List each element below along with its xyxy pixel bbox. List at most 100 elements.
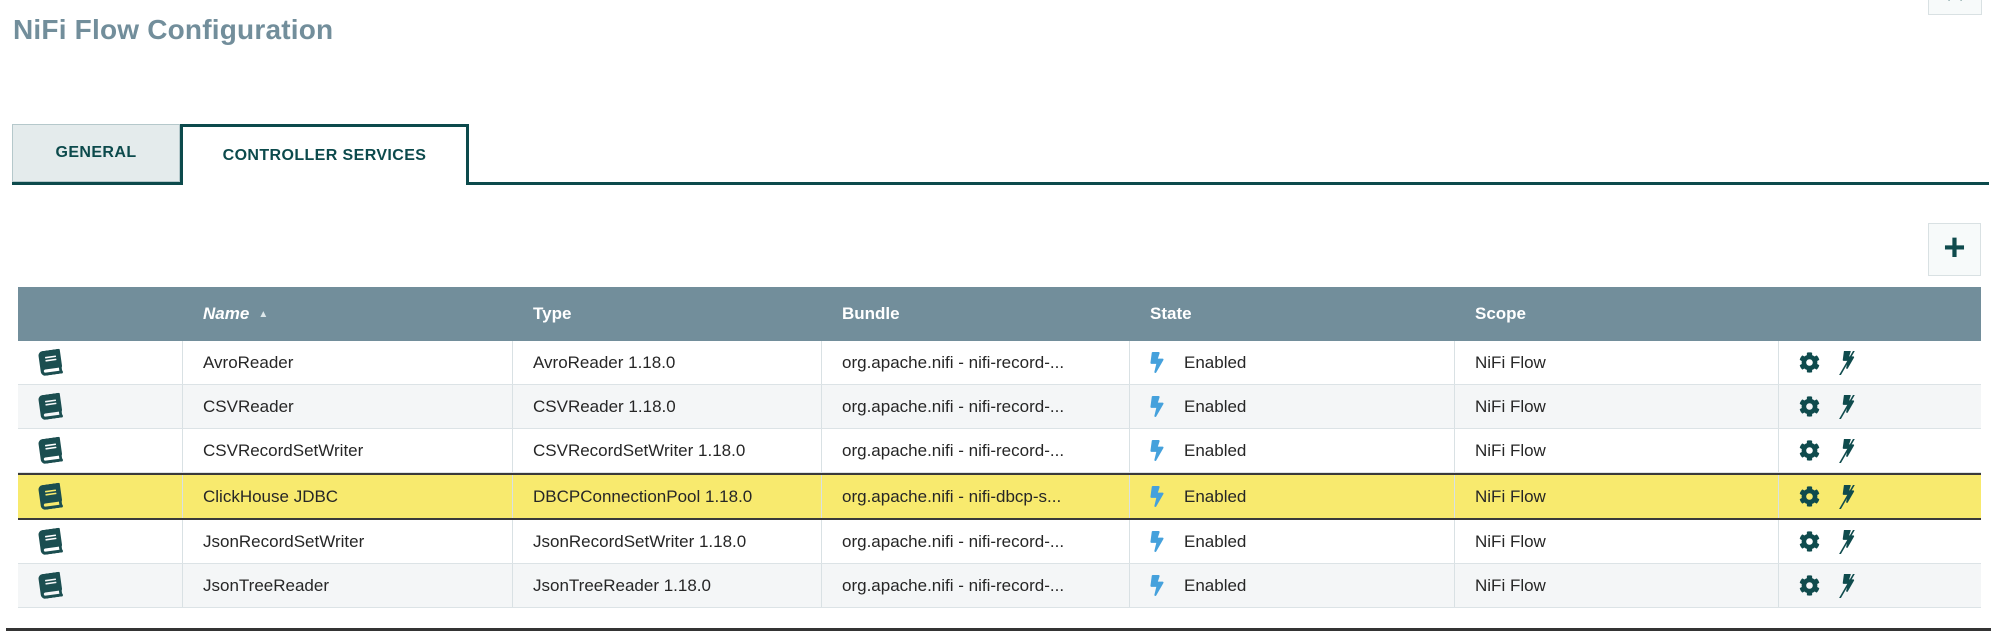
disable-lightning-icon [1835, 395, 1859, 419]
state-label: Enabled [1184, 486, 1247, 506]
table-row-selected[interactable]: ClickHouse JDBC DBCPConnectionPool 1.18.… [18, 473, 1981, 520]
cell-icon [18, 564, 183, 607]
configure-button[interactable] [1799, 531, 1820, 552]
cell-name: CSVRecordSetWriter [183, 429, 513, 472]
cell-type: CSVReader 1.18.0 [513, 385, 822, 428]
disable-lightning-icon [1835, 530, 1859, 554]
table-row[interactable]: JsonTreeReader JsonTreeReader 1.18.0 org… [18, 564, 1981, 608]
table-row[interactable]: JsonRecordSetWriter JsonRecordSetWriter … [18, 520, 1981, 564]
dialog-bottom-border [6, 628, 1991, 631]
gear-icon [1799, 575, 1820, 596]
close-button[interactable]: ✕ [1928, 0, 1982, 15]
disable-button[interactable] [1820, 574, 1859, 598]
cell-scope: NiFi Flow [1455, 385, 1779, 428]
disable-lightning-icon [1835, 485, 1859, 509]
book-icon [36, 348, 64, 376]
cell-name: CSVReader [183, 385, 513, 428]
cell-actions [1779, 385, 1981, 428]
cell-type: CSVRecordSetWriter 1.18.0 [513, 429, 822, 472]
cell-actions [1779, 520, 1981, 563]
configure-button[interactable] [1799, 440, 1820, 461]
tab-general[interactable]: GENERAL [12, 124, 180, 182]
cell-bundle: org.apache.nifi - nifi-record-... [822, 341, 1130, 384]
column-header-state[interactable]: State [1150, 304, 1192, 323]
cell-bundle: org.apache.nifi - nifi-record-... [822, 385, 1130, 428]
table-row[interactable]: CSVRecordSetWriter CSVRecordSetWriter 1.… [18, 429, 1981, 473]
column-header-name[interactable]: Name ▲ [183, 304, 513, 324]
configure-button[interactable] [1799, 575, 1820, 596]
column-header-type[interactable]: Type [533, 304, 572, 323]
cell-state: Enabled [1130, 520, 1455, 563]
cell-state: Enabled [1130, 385, 1455, 428]
state-enabled-bolt-icon [1150, 440, 1164, 461]
cell-state: Enabled [1130, 475, 1455, 518]
disable-lightning-icon [1835, 574, 1859, 598]
cell-actions [1779, 564, 1981, 607]
cell-actions [1779, 475, 1981, 518]
cell-actions [1779, 341, 1981, 384]
cell-state: Enabled [1130, 341, 1455, 384]
tab-controller-services-label: CONTROLLER SERVICES [222, 147, 427, 164]
table-row[interactable]: CSVReader CSVReader 1.18.0 org.apache.ni… [18, 385, 1981, 429]
state-enabled-bolt-icon [1150, 486, 1164, 507]
tab-controller-services[interactable]: CONTROLLER SERVICES [180, 124, 469, 185]
state-enabled-bolt-icon [1150, 531, 1164, 552]
configure-button[interactable] [1799, 396, 1820, 417]
disable-lightning-icon [1835, 439, 1859, 463]
book-icon [36, 571, 64, 599]
cell-icon [18, 475, 183, 518]
state-label: Enabled [1184, 575, 1247, 595]
cell-actions [1779, 429, 1981, 472]
cell-bundle: org.apache.nifi - nifi-record-... [822, 520, 1130, 563]
disable-button[interactable] [1820, 395, 1859, 419]
disable-button[interactable] [1820, 439, 1859, 463]
cell-scope: NiFi Flow [1455, 475, 1779, 518]
cell-scope: NiFi Flow [1455, 564, 1779, 607]
gear-icon [1799, 486, 1820, 507]
cell-scope: NiFi Flow [1455, 520, 1779, 563]
cell-icon [18, 429, 183, 472]
cell-bundle: org.apache.nifi - nifi-record-... [822, 429, 1130, 472]
disable-button[interactable] [1820, 351, 1859, 375]
gear-icon [1799, 352, 1820, 373]
cell-type: JsonRecordSetWriter 1.18.0 [513, 520, 822, 563]
disable-button[interactable] [1820, 530, 1859, 554]
cell-name: JsonRecordSetWriter [183, 520, 513, 563]
cell-type: DBCPConnectionPool 1.18.0 [513, 475, 822, 518]
cell-scope: NiFi Flow [1455, 341, 1779, 384]
cell-scope: NiFi Flow [1455, 429, 1779, 472]
controller-services-table: Name ▲ Type Bundle State Scope AvroReader… [18, 287, 1981, 608]
cell-name: AvroReader [183, 341, 513, 384]
column-header-bundle[interactable]: Bundle [842, 304, 900, 323]
state-enabled-bolt-icon [1150, 352, 1164, 373]
plus-icon: + [1943, 227, 1966, 269]
state-label: Enabled [1184, 531, 1247, 551]
cell-state: Enabled [1130, 564, 1455, 607]
state-enabled-bolt-icon [1150, 575, 1164, 596]
state-label: Enabled [1184, 440, 1247, 460]
column-header-name-label: Name [203, 304, 250, 323]
table-row[interactable]: AvroReader AvroReader 1.18.0 org.apache.… [18, 341, 1981, 385]
disable-button[interactable] [1820, 485, 1859, 509]
cell-bundle: org.apache.nifi - nifi-record-... [822, 564, 1130, 607]
column-header-scope[interactable]: Scope [1475, 304, 1527, 323]
book-icon [36, 527, 64, 555]
gear-icon [1799, 396, 1820, 417]
add-controller-service-button[interactable]: + [1928, 223, 1981, 276]
cell-icon [18, 341, 183, 384]
cell-type: JsonTreeReader 1.18.0 [513, 564, 822, 607]
tab-general-label: GENERAL [55, 144, 137, 161]
cell-bundle: org.apache.nifi - nifi-dbcp-s... [822, 475, 1130, 518]
sort-asc-icon: ▲ [258, 309, 269, 320]
cell-name: JsonTreeReader [183, 564, 513, 607]
configure-button[interactable] [1799, 352, 1820, 373]
page-title: NiFi Flow Configuration [13, 14, 334, 45]
book-icon [36, 436, 64, 464]
gear-icon [1799, 440, 1820, 461]
cell-state: Enabled [1130, 429, 1455, 472]
configure-button[interactable] [1799, 486, 1820, 507]
gear-icon [1799, 531, 1820, 552]
disable-lightning-icon [1835, 351, 1859, 375]
book-icon [36, 392, 64, 420]
